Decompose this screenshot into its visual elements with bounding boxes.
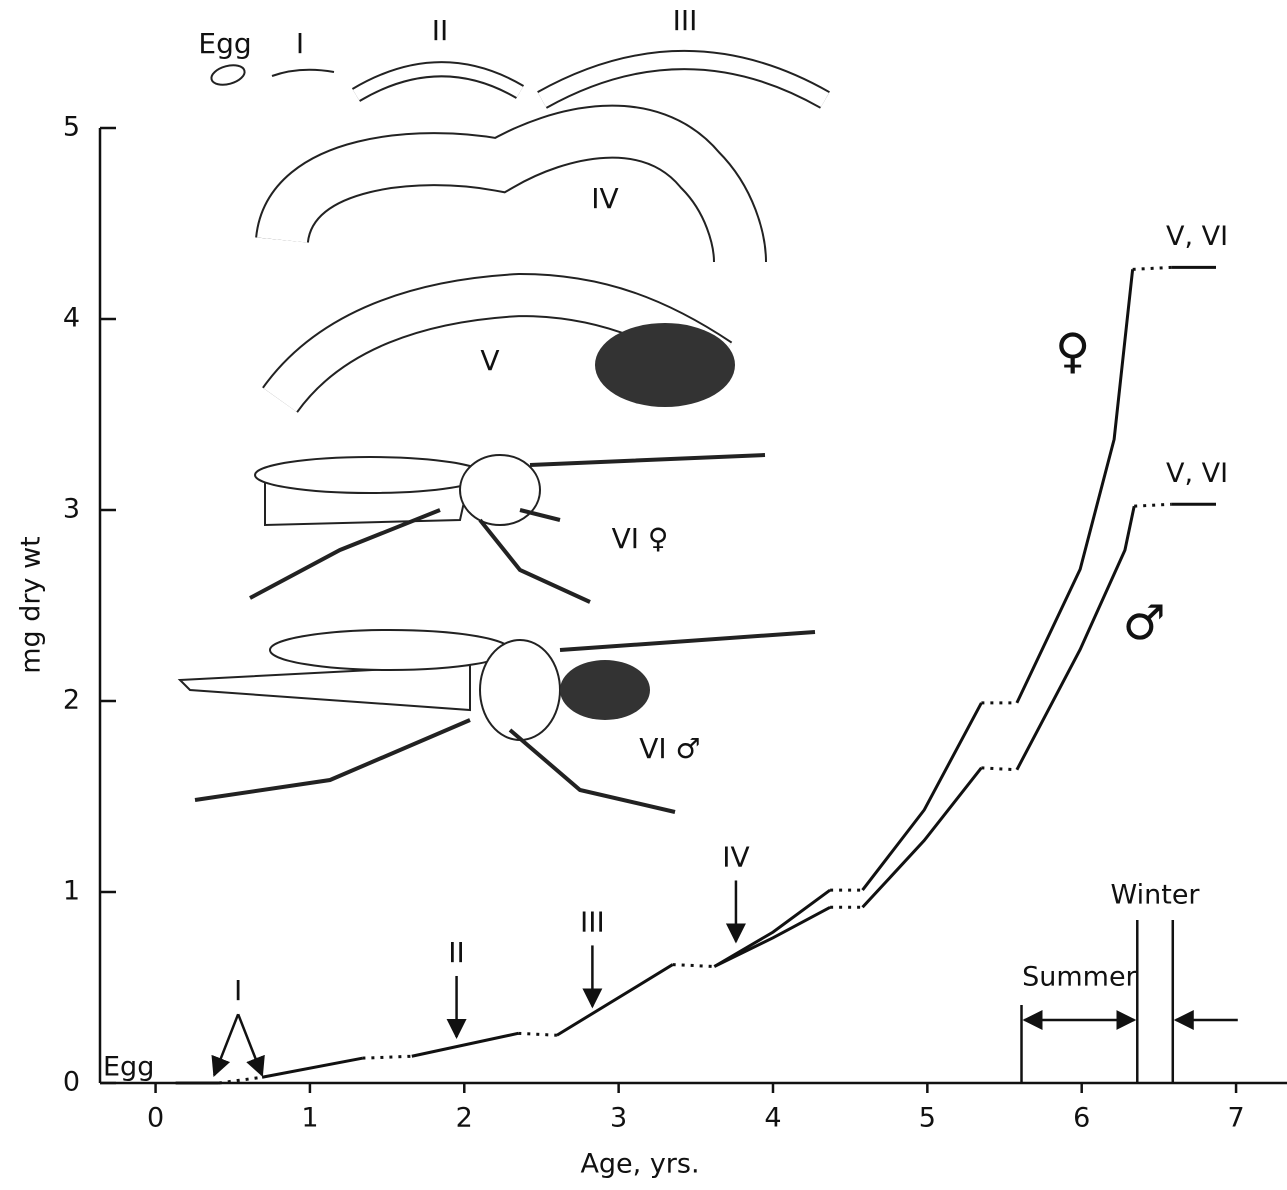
x-tick-label: 4: [764, 1103, 781, 1134]
y-axis-title: mg dry wt: [16, 536, 47, 674]
stage-label: IV: [722, 840, 749, 873]
adult-male-drawing: [177, 629, 816, 814]
y-tick-label: 1: [63, 876, 80, 907]
x-tick-label: 1: [301, 1103, 318, 1134]
stage-drawings: Egg I II III IV V VI ♀ VI ♂: [177, 4, 830, 814]
drawing-label: I: [296, 27, 304, 60]
season-label: Winter: [1111, 880, 1201, 911]
molt-gap: [218, 1075, 263, 1085]
x-axis-title: Age, yrs.: [580, 1149, 699, 1180]
x-tick-label: 6: [1073, 1103, 1090, 1134]
egg-label: Egg: [103, 1052, 154, 1083]
season-label: Summer: [1022, 962, 1137, 993]
x-tick-label: 3: [610, 1103, 627, 1134]
end-label: V, VI: [1166, 221, 1228, 252]
molt-gap: [518, 1031, 557, 1037]
drawing-label: IV: [591, 182, 618, 215]
stage-arrow: [211, 1013, 240, 1078]
growth-line: [713, 502, 1216, 968]
sex-label: ♀: [1055, 323, 1090, 379]
end-label: V, VI: [1166, 458, 1228, 489]
x-tick-label: 5: [919, 1103, 936, 1134]
molt-gap: [362, 1054, 412, 1060]
y-tick-label: 2: [63, 685, 80, 716]
molt-gap: [981, 766, 1017, 772]
stage-arrow: [236, 1013, 265, 1078]
x-tick-label: 7: [1227, 1103, 1244, 1134]
drawing-label: Egg: [198, 27, 251, 60]
drawing-label: VI ♀: [612, 522, 669, 555]
stage-label: II: [448, 936, 465, 969]
molt-gap: [1132, 265, 1172, 271]
molt-gap: [672, 963, 715, 968]
drawing-label: VI ♂: [639, 732, 700, 765]
sex-label: ♂: [1123, 595, 1166, 651]
drawing-label: V: [480, 344, 499, 377]
y-tick-label: 5: [63, 112, 80, 143]
y-tick-label: 4: [63, 303, 80, 334]
drawing-label: II: [432, 14, 449, 47]
x-tick-label: 2: [456, 1103, 473, 1134]
larva-i-drawing: [271, 68, 335, 77]
egg-drawing: [210, 64, 246, 86]
y-tick-label: 0: [63, 1067, 80, 1098]
molt-gap: [1134, 502, 1172, 508]
adult-female-drawing: [249, 453, 766, 604]
drawing-label: III: [673, 4, 698, 37]
y-tick-label: 3: [63, 494, 80, 525]
growth-line: [175, 265, 1216, 1085]
stage-label: III: [580, 905, 605, 938]
x-tick-label: 0: [147, 1103, 164, 1134]
stage-label: I: [234, 974, 242, 1007]
pupa-head: [595, 323, 735, 407]
